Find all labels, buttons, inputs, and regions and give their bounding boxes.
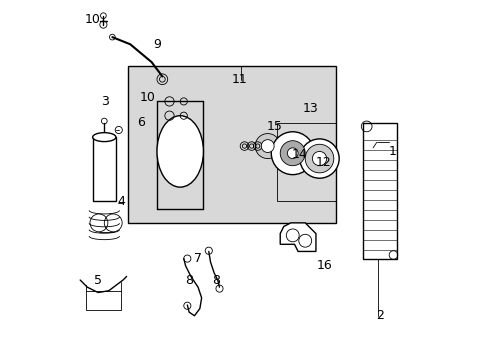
Text: 10: 10 [84, 13, 101, 26]
Circle shape [271, 132, 313, 175]
Circle shape [280, 141, 305, 166]
Circle shape [299, 139, 339, 178]
FancyBboxPatch shape [128, 66, 335, 223]
Text: 3: 3 [101, 95, 109, 108]
Polygon shape [280, 223, 315, 251]
Text: 15: 15 [266, 120, 282, 133]
Text: 8: 8 [211, 274, 220, 287]
Text: 13: 13 [302, 102, 318, 115]
Ellipse shape [157, 116, 203, 187]
Text: 12: 12 [315, 156, 330, 168]
Bar [363, 123, 396, 258]
Circle shape [305, 144, 333, 173]
Text: 14: 14 [291, 148, 307, 162]
Text: 6: 6 [137, 116, 144, 129]
Circle shape [261, 140, 274, 153]
Circle shape [312, 152, 326, 166]
Text: 8: 8 [185, 274, 193, 287]
Text: 9: 9 [153, 38, 161, 51]
Circle shape [255, 134, 280, 158]
Text: 10: 10 [140, 91, 156, 104]
Ellipse shape [93, 133, 116, 141]
Bar [276, 123, 335, 202]
Bar [85, 291, 121, 310]
Text: 11: 11 [231, 73, 246, 86]
Bar [93, 137, 116, 202]
Text: 1: 1 [388, 145, 396, 158]
Text: 2: 2 [376, 309, 384, 322]
Text: 7: 7 [194, 252, 202, 265]
Text: 5: 5 [94, 274, 102, 287]
Circle shape [287, 148, 298, 158]
Text: 4: 4 [117, 195, 125, 208]
Text: 16: 16 [316, 259, 332, 272]
